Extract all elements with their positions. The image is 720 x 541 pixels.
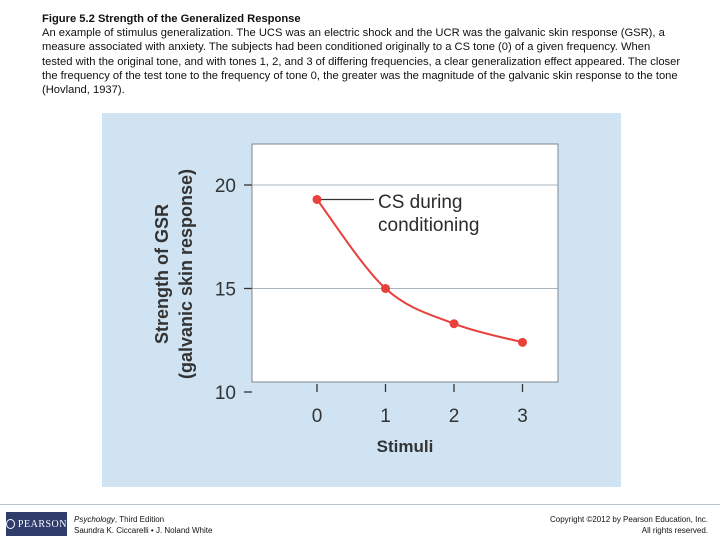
chart-figure: 10 15 20 0 1 2 3 CS during conditioning Stimu… [102, 113, 621, 487]
data-point-0 [312, 194, 322, 204]
logo-emblem-icon [6, 519, 15, 529]
y-axis-label-line1: Strength of GSR [152, 204, 172, 344]
data-point-1 [381, 284, 390, 293]
book-edition: , Third Edition [114, 515, 165, 524]
x-tick-label-2: 2 [449, 406, 460, 427]
figure-caption: Figure 5.2 Strength of the Generalized R… [42, 12, 682, 97]
book-info: Psychology, Third Edition Saundra K. Cic… [74, 514, 212, 536]
gridlines [252, 184, 558, 289]
plot-area [251, 143, 559, 383]
y-axis-label-line2: (galvanic skin response) [176, 169, 196, 379]
y-ticks: 10 15 20 [215, 176, 252, 404]
data-points [312, 194, 527, 347]
x-tick-label-3: 3 [517, 406, 528, 427]
y-tick-label-10: 10 [215, 383, 236, 404]
copyright: Copyright ©2012 by Pearson Education, In… [550, 514, 708, 536]
gsr-line-chart: 10 15 20 0 1 2 3 CS during conditioning Stimu… [152, 143, 559, 456]
logo-text: PEARSON [17, 518, 67, 530]
x-ticks: 0 1 2 3 [312, 384, 528, 427]
series-line [316, 198, 523, 344]
annotation-line2: conditioning [378, 215, 479, 236]
data-point-2 [449, 319, 459, 329]
copyright-line1: Copyright ©2012 by Pearson Education, In… [550, 515, 708, 524]
book-title: Psychology [74, 515, 115, 524]
caption-title: Figure 5.2 Strength of the Generalized R… [42, 13, 301, 25]
annotation-line1: CS during [378, 192, 463, 213]
publisher-logo: PEARSON [6, 512, 67, 536]
caption-body: An example of stimulus generalization. T… [42, 27, 681, 97]
y-tick-label-15: 15 [215, 280, 236, 301]
slide-footer: PEARSON Psychology, Third Edition Saundr… [0, 504, 720, 541]
x-tick-label-0: 0 [312, 406, 323, 427]
x-tick-label-1: 1 [380, 406, 391, 427]
y-tick-label-20: 20 [215, 176, 236, 197]
data-point-3 [518, 337, 527, 347]
book-authors: Saundra K. Ciccarelli • J. Noland White [74, 526, 213, 535]
copyright-line2: All rights reserved. [641, 526, 708, 535]
x-axis-label: Stimuli [377, 437, 434, 456]
